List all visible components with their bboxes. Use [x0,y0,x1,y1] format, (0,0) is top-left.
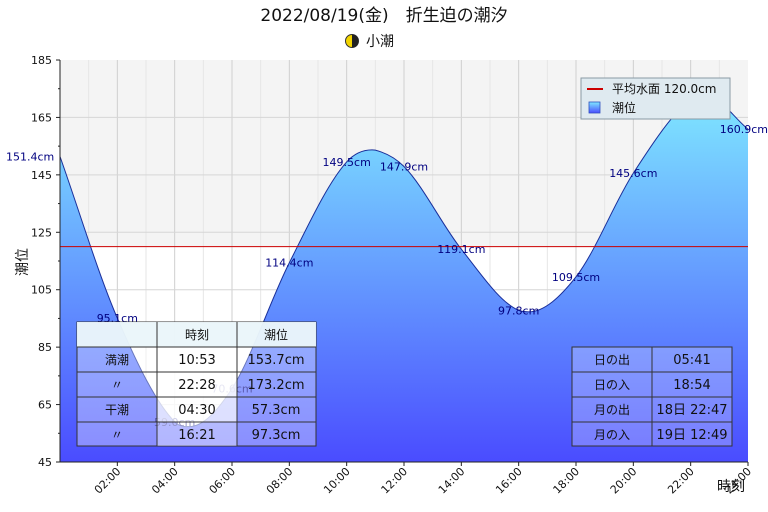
sun-moon-cell: 日の入 [594,378,630,392]
y-axis-title: 潮位 [15,248,31,276]
y-tick-label: 105 [31,284,52,297]
tide-table-cell: 153.7cm [247,353,304,368]
x-tick-label: 06:00 [207,465,239,497]
x-tick-label: 16:00 [493,465,525,497]
y-tick-label: 165 [31,111,52,124]
tide-times-table: 時刻 潮位 満潮 10:53 153.7cm 〃 22:28 173.2cm 干… [76,321,317,447]
sun-moon-cell: 18日 22:47 [656,403,727,418]
tide-value-label: 145.6cm [609,167,657,180]
y-tick-label: 65 [38,399,52,412]
tide-value-label: 151.4cm [6,150,54,163]
sun-moon-cell: 日の出 [594,353,630,367]
x-axis-ticks: 02:00 04:00 06:00 08:00 10:00 12:00 14:00 16:00… [92,462,754,497]
tide-value-label: 97.8cm [498,304,539,317]
legend-box [580,77,731,120]
sun-moon-table: 日の出 05:41 日の入 18:54 月の出 18日 22:47 月の入 19… [571,346,733,447]
x-tick-label: 10:00 [321,465,353,497]
sun-moon-cell: 月の出 [594,403,630,417]
tide-value-label: 109.5cm [552,271,600,284]
tide-table-cell: 57.3cm [252,403,301,418]
x-tick-label: 20:00 [608,465,640,497]
tide-table-header-time: 時刻 [185,328,209,342]
half-moon-icon [345,34,359,48]
legend-tide-swatch [588,101,601,114]
tide-table-cell: 10:53 [178,353,215,368]
tide-table-cell: 22:28 [178,378,215,393]
y-tick-label: 45 [38,456,52,469]
tide-type-label: 小潮 [366,34,394,50]
x-tick-label: 12:00 [379,465,411,497]
tide-table-cell: 満潮 [105,352,129,367]
tide-table-cell: 〃 [111,428,123,442]
sun-moon-cell: 18:54 [673,378,710,393]
tide-area-fill [60,93,748,462]
y-axis-ticks: 45 65 85 105 125 145 165 185 [31,54,60,469]
y-tick-label: 145 [31,169,52,182]
x-tick-label: 04:00 [149,465,181,497]
x-tick-label: 22:00 [665,465,697,497]
y-tick-label: 85 [38,341,52,354]
legend-tide-label: 潮位 [612,100,636,115]
tide-value-label: 149.5cm [323,156,371,169]
y-tick-label: 125 [31,226,52,239]
chart-title: 2022/08/19(金) 折生迫の潮汐 [260,6,507,26]
sun-moon-cell: 05:41 [673,353,710,368]
x-tick-label: 14:00 [436,465,468,497]
tide-table-header-level: 潮位 [264,327,288,342]
legend: 平均水面 120.0cm 潮位 [580,77,731,120]
tide-curve-line [59,93,749,428]
x-axis-title: 時刻 [717,479,745,495]
legend-mean-label: 平均水面 120.0cm [612,82,716,96]
tide-area-series [59,93,749,462]
sun-moon-cell: 月の入 [594,428,630,442]
tide-table-cell: 04:30 [178,403,215,418]
x-tick-label: 02:00 [92,465,124,497]
tide-table-cell: 173.2cm [247,378,304,393]
tide-table-cell: 〃 [111,378,123,392]
sun-moon-cell: 19日 12:49 [656,428,727,443]
y-tick-label: 185 [31,54,52,67]
x-tick-label: 08:00 [264,465,296,497]
tide-table-cell: 16:21 [178,428,215,443]
tide-value-label: 119.1cm [437,243,485,256]
tide-value-label: 160.9cm [720,123,768,136]
tide-value-label: 114.4cm [265,257,313,270]
tide-value-label: 147.9cm [380,161,428,174]
x-tick-label: 18:00 [551,465,583,497]
tide-table-cell: 97.3cm [252,428,301,443]
tide-table-cell: 干潮 [105,402,129,417]
